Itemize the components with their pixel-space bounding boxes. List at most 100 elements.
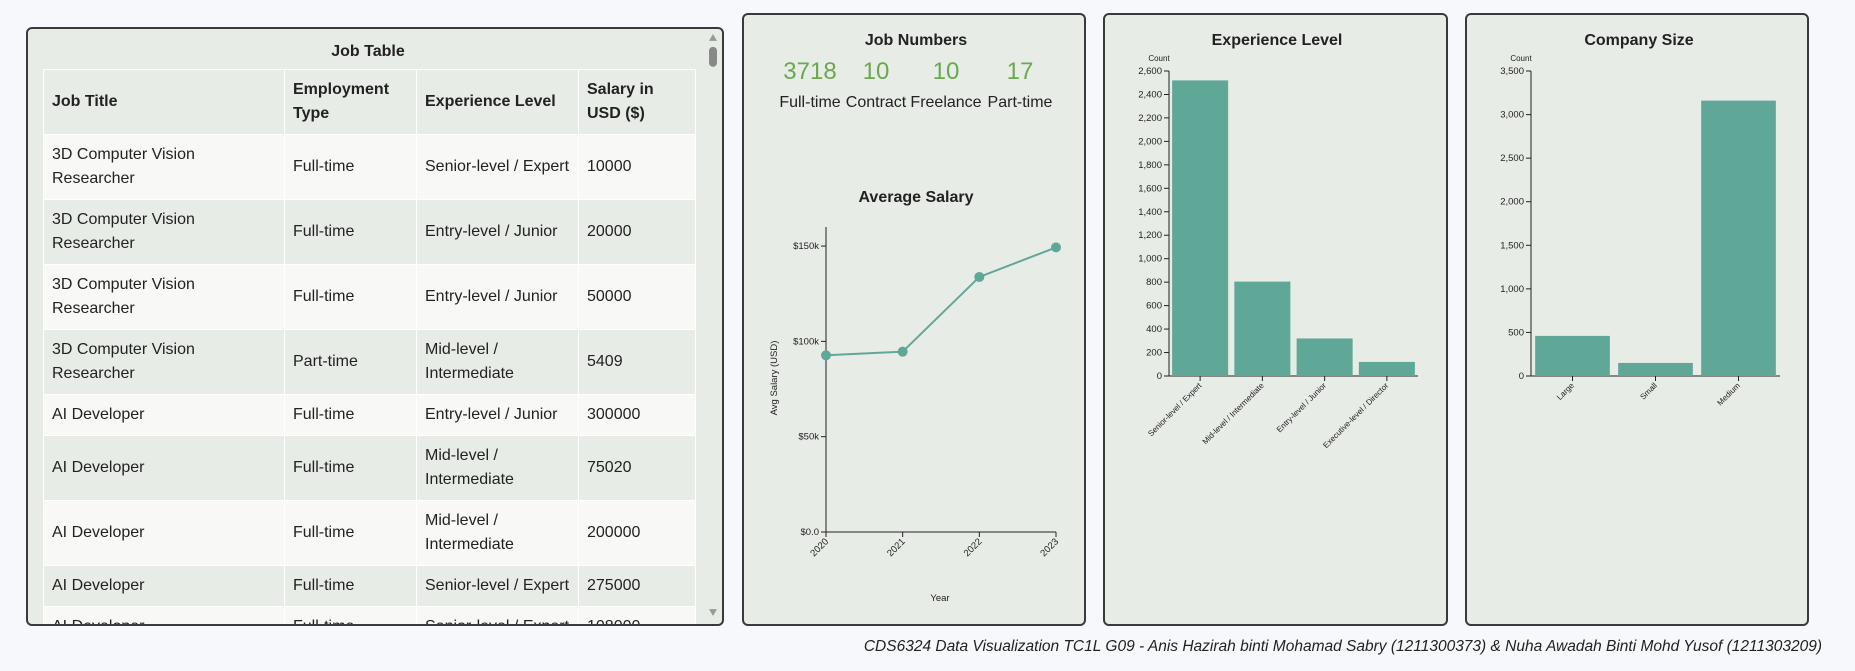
y-tick-label: 3,000 xyxy=(1500,110,1524,121)
table-cell: Full-time xyxy=(284,199,417,265)
table-cell: 3D Computer Vision Researcher xyxy=(43,199,285,265)
x-tick-label: 2021 xyxy=(885,536,908,559)
y-tick-label: $50k xyxy=(798,432,819,443)
job-count: 10 xyxy=(933,58,960,85)
experience-panel: Experience Level Count 0 200 400 600 800 1,000 1… xyxy=(1103,13,1448,626)
table-cell: Part-time xyxy=(284,329,417,395)
x-tick-label: Large xyxy=(1555,381,1576,402)
bar xyxy=(1618,362,1693,376)
y-tick-label: 3,500 xyxy=(1500,66,1524,77)
company-panel: Company Size Count 0 500 1,000 1,500 2,000 2,50… xyxy=(1465,13,1809,626)
table-cell: Senior-level / Expert xyxy=(416,565,579,607)
table-row: 3D Computer Vision Researcher Part-time Mi… xyxy=(43,329,696,395)
job-type-label: Part-time xyxy=(988,94,1053,111)
table-cell: Mid-level / Intermediate xyxy=(416,500,579,566)
table-cell: Full-time xyxy=(284,264,417,330)
y-tick-label: 600 xyxy=(1146,301,1162,312)
x-tick-label: Entry-level / Junior xyxy=(1275,381,1328,434)
scroll-thumb[interactable] xyxy=(709,46,717,67)
table-cell: Full-time xyxy=(284,394,417,436)
salary-point xyxy=(974,271,985,282)
job-numbers-title: Job Numbers xyxy=(865,32,967,49)
table-cell: 275000 xyxy=(578,565,696,607)
table-title: Job Table xyxy=(331,43,405,60)
y-tick-label: $100k xyxy=(793,336,819,347)
y-tick-label: 1,500 xyxy=(1500,240,1524,251)
table-row: AI Developer Full-time Mid-level / Interme… xyxy=(43,500,696,566)
job-table: Job Title Employment Type Experience Level… xyxy=(43,69,696,624)
job-type-label: Full-time xyxy=(779,94,840,111)
salary-point xyxy=(897,346,908,357)
y-axis-label: Avg Salary (USD) xyxy=(769,341,780,416)
table-panel: Job Table Job Title Employment Type Experi… xyxy=(26,27,724,626)
table-cell: 50000 xyxy=(578,264,696,330)
table-cell: AI Developer xyxy=(43,565,285,607)
table-cell: AI Developer xyxy=(43,606,285,624)
y-tick-label: 2,200 xyxy=(1138,113,1162,124)
column-header: Salary in USD ($) xyxy=(578,69,696,135)
table-cell: Full-time xyxy=(284,565,417,607)
table-row: AI Developer Full-time Entry-level / Junio… xyxy=(43,394,696,436)
y-tick-label: 200 xyxy=(1146,348,1162,359)
table-cell: 3D Computer Vision Researcher xyxy=(43,329,285,395)
header-row: Job Title Employment Type Experience Level… xyxy=(43,69,696,135)
x-tick-label: Mid-level / Intermediate xyxy=(1201,381,1267,447)
scroll-up[interactable] xyxy=(709,33,717,41)
salary-panel: Job Numbers 3718 Full-time 10 Contract 10 Fre… xyxy=(742,13,1086,626)
bar xyxy=(1172,80,1229,376)
table-cell: 3D Computer Vision Researcher xyxy=(43,134,285,200)
salary-line xyxy=(825,246,1057,357)
table-cell: Full-time xyxy=(284,500,417,566)
y-tick-label: 1,000 xyxy=(1500,284,1524,295)
job-numbers: 3718 Full-time 10 Contract 10 Freelance 17 Part… xyxy=(779,58,1052,111)
y-tick-label: 0 xyxy=(1157,371,1162,382)
y-tick-label: 1,400 xyxy=(1138,207,1162,218)
y-tick-label: 2,400 xyxy=(1138,89,1162,100)
bar xyxy=(1358,361,1415,376)
y-tick-label: 800 xyxy=(1146,277,1162,288)
table-cell: Entry-level / Junior xyxy=(416,394,579,436)
table-cell: Full-time xyxy=(284,606,417,624)
y-tick-label: 0 xyxy=(1519,371,1524,382)
table-row: 3D Computer Vision Researcher Full-time En… xyxy=(43,199,696,265)
table-cell: 10000 xyxy=(578,134,696,200)
table-cell: 3D Computer Vision Researcher xyxy=(43,264,285,330)
table-cell: 200000 xyxy=(578,500,696,566)
table-cell: Mid-level / Intermediate xyxy=(416,329,579,395)
y-tick-label: 2,000 xyxy=(1500,197,1524,208)
table-row: 3D Computer Vision Researcher Full-time En… xyxy=(43,264,696,330)
table-cell: Senior-level / Expert xyxy=(416,606,579,624)
scroll-down[interactable] xyxy=(709,609,717,617)
chart-title: Company Size xyxy=(1584,32,1693,49)
y-tick-label: 1,800 xyxy=(1138,160,1162,171)
y-tick-label: 2,600 xyxy=(1138,66,1162,77)
column-header: Employment Type xyxy=(284,69,417,135)
table-cell: Senior-level / Expert xyxy=(416,134,579,200)
job-count: 3718 xyxy=(783,58,836,85)
y-tick-label: 1,200 xyxy=(1138,230,1162,241)
table-cell: AI Developer xyxy=(43,394,285,436)
bar xyxy=(1535,335,1610,376)
y-axis-label: Count xyxy=(1148,54,1170,63)
table-cell: 5409 xyxy=(578,329,696,395)
table-cell: Full-time xyxy=(284,435,417,501)
x-tick-label: Medium xyxy=(1715,381,1742,408)
line-chart: Job Numbers 3718 Full-time 10 Contract 10 Fre… xyxy=(769,32,1061,604)
chart-title: Average Salary xyxy=(858,189,973,206)
job-type-label: Contract xyxy=(846,94,907,111)
job-count: 10 xyxy=(863,58,890,85)
y-tick-label: 1,000 xyxy=(1138,254,1162,265)
table-cell: 20000 xyxy=(578,199,696,265)
table-cell: 75020 xyxy=(578,435,696,501)
job-count: 17 xyxy=(1007,58,1034,85)
scrollbar[interactable] xyxy=(706,29,720,624)
bar xyxy=(1296,338,1353,376)
x-tick-label: 2020 xyxy=(808,536,831,559)
column-header: Experience Level xyxy=(416,69,579,135)
y-axis-label: Count xyxy=(1510,54,1532,63)
bar-chart: Company Size Count 0 500 1,000 1,500 2,000 2,50… xyxy=(1500,32,1780,408)
bar-chart: Experience Level Count 0 200 400 600 800 1,000 1… xyxy=(1138,32,1418,450)
table-cell: AI Developer xyxy=(43,500,285,566)
bar xyxy=(1234,281,1291,376)
